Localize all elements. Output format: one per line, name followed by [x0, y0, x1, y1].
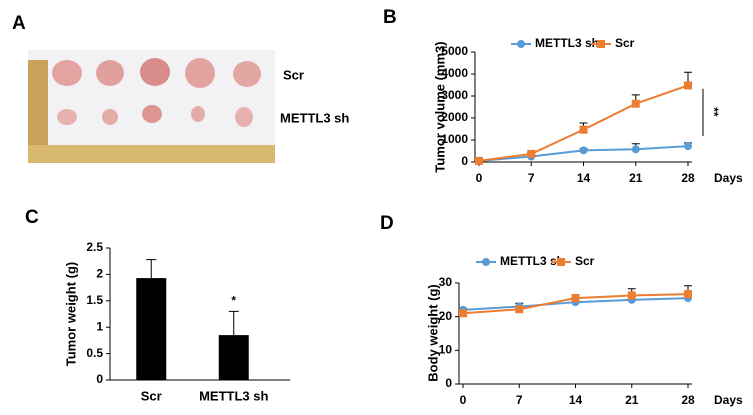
marker — [515, 305, 524, 314]
y-tick-label: 3000 — [441, 88, 468, 102]
y-axis-label: Tumor volume (mm3) — [432, 41, 447, 172]
x-tick-label: 21 — [625, 393, 639, 407]
ruler — [28, 60, 48, 163]
y-tick-label: 30 — [439, 275, 453, 289]
bar — [136, 278, 167, 380]
marker — [459, 309, 467, 318]
y-tick-label: 0 — [461, 154, 468, 168]
row-label: Scr — [283, 67, 304, 82]
tumor — [52, 60, 82, 86]
tumor — [57, 109, 77, 125]
marker — [684, 142, 692, 151]
x-tick-label: 14 — [577, 171, 591, 185]
marker — [684, 290, 692, 299]
x-tick-label: 28 — [681, 393, 695, 407]
y-tick-label: 2.5 — [86, 240, 103, 254]
marker — [631, 99, 640, 108]
significance-label: ** — [707, 107, 721, 117]
y-tick-label: 0 — [96, 372, 103, 386]
x-axis-label: Days — [714, 393, 743, 407]
panel-letter: B — [383, 7, 397, 28]
ruler — [28, 145, 275, 163]
marker — [631, 145, 640, 154]
legend-marker — [482, 258, 490, 266]
bar — [218, 335, 249, 380]
marker — [579, 146, 588, 155]
tumor — [191, 106, 205, 122]
y-tick-label: 0.5 — [86, 346, 103, 360]
legend-label: METTL3 sh — [535, 36, 599, 50]
x-tick-label: Scr — [141, 388, 162, 403]
x-tick-label: 7 — [516, 393, 523, 407]
y-tick-label: 10 — [439, 343, 453, 357]
marker — [475, 156, 483, 165]
y-tick-label: 20 — [439, 309, 453, 323]
marker — [571, 294, 580, 303]
y-tick-label: 4000 — [441, 66, 468, 80]
legend-marker — [517, 40, 525, 48]
tumor — [140, 58, 170, 86]
x-tick-label: 0 — [476, 171, 483, 185]
tumor — [102, 109, 118, 125]
tumor — [235, 107, 253, 127]
y-tick-label: 1000 — [441, 132, 468, 146]
x-tick-label: 0 — [460, 393, 467, 407]
y-tick-label: 2000 — [441, 110, 468, 124]
legend-marker — [597, 40, 605, 48]
error-bar — [146, 259, 157, 279]
tumor — [142, 105, 162, 123]
legend-marker — [557, 258, 565, 266]
x-tick-label: METTL3 sh — [199, 388, 268, 403]
legend-label: Scr — [575, 254, 595, 268]
y-axis-label: Body weight (g) — [425, 284, 440, 382]
y-axis-label: Tumor weight (g) — [63, 262, 78, 366]
tumor — [185, 58, 215, 88]
x-tick-label: 28 — [681, 171, 695, 185]
x-tick-label: 7 — [528, 171, 535, 185]
panel-letter: A — [12, 13, 26, 34]
significance-label: * — [231, 294, 236, 308]
legend-label: Scr — [615, 36, 635, 50]
x-tick-label: 21 — [629, 171, 643, 185]
y-tick-label: 1.5 — [86, 293, 103, 307]
marker — [527, 149, 536, 158]
row-label: METTL3 sh — [280, 110, 349, 125]
legend-label: METTL3 sh — [500, 254, 564, 268]
y-tick-label: 2 — [96, 267, 103, 281]
x-axis-label: Days — [714, 171, 743, 185]
panel-letter: D — [380, 213, 394, 234]
tumor-photo — [28, 50, 275, 163]
x-tick-label: 14 — [569, 393, 583, 407]
marker — [684, 81, 692, 90]
tumor — [96, 60, 124, 86]
y-tick-label: 5000 — [441, 44, 468, 58]
y-tick-label: 0 — [445, 376, 452, 390]
y-tick-label: 1 — [96, 319, 103, 333]
tumor — [233, 61, 261, 87]
error-bar — [228, 310, 239, 336]
panel-letter: C — [25, 207, 39, 228]
marker — [627, 291, 636, 300]
marker — [579, 125, 588, 134]
